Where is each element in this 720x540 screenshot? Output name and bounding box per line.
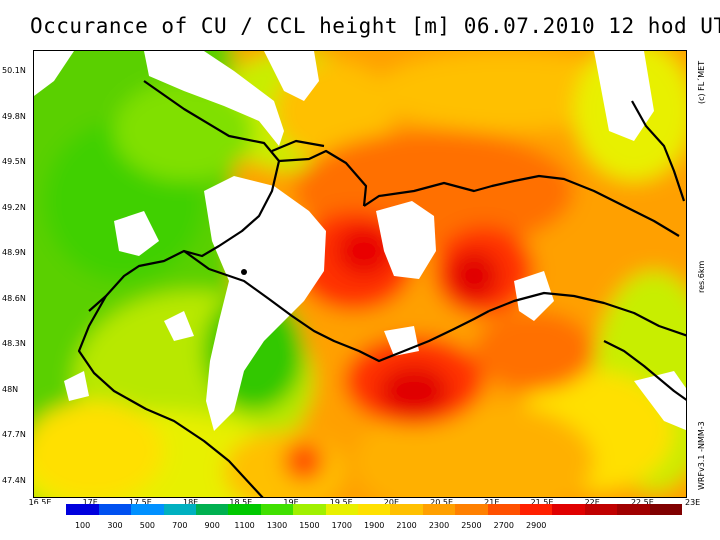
colorbar-swatch [552, 504, 586, 515]
colorbar-label: 1900 [364, 521, 385, 530]
latitude-label: 48.9N [2, 248, 26, 257]
latitude-label: 47.4N [2, 475, 26, 485]
colorbar-swatch [293, 504, 327, 515]
colorbar-swatch [163, 504, 197, 515]
colorbar-swatch [390, 504, 424, 515]
colorbar-label: 700 [172, 521, 188, 530]
colorbar-swatch [487, 504, 521, 515]
colorbar-swatch [260, 504, 294, 515]
latitude-label: 48.6N [2, 293, 26, 303]
colorbar-label: 500 [139, 521, 156, 530]
colorbar-label: 900 [204, 521, 220, 530]
colorbar-label: 2700 [493, 521, 514, 530]
city-dot [241, 269, 247, 275]
longitude-label: 20.5E [430, 498, 454, 507]
map-title: Occurance of CU / CCL height [m] 06.07.2… [30, 14, 720, 38]
longitude-label: 20E [383, 498, 400, 507]
longitude-label: 17.5E [128, 498, 152, 507]
colorbar-swatch [34, 504, 67, 515]
colorbar-label: 1500 [299, 521, 320, 530]
colorbar-label: 1100 [234, 521, 255, 530]
colorbar-swatch [520, 504, 553, 515]
longitude-label: 23E [684, 498, 701, 507]
map-svg [34, 51, 686, 497]
latitude-label: 47.7N [2, 430, 26, 439]
colorbar-swatch [228, 504, 262, 515]
longitude-label: 21.5E [530, 498, 554, 507]
colorbar-label: 1300 [266, 521, 288, 530]
longitude-label: 21E [484, 498, 500, 507]
colorbar-label: 2500 [461, 521, 482, 530]
colorbar-label: 2300 [428, 521, 450, 530]
copyright-label: (c) FL´MET [697, 60, 706, 104]
colorbar-swatch [358, 504, 391, 515]
colorbar-label: 1700 [331, 521, 352, 530]
latitude-label: 50.1N [2, 66, 26, 75]
latitude-label: 49.5N [2, 157, 26, 166]
latitude-label: 48N [2, 384, 19, 394]
longitude-label: 22E [584, 498, 600, 507]
colorbar-label: 2900 [526, 521, 547, 530]
colorbar-swatch [325, 504, 359, 515]
colorbar-label: 300 [107, 521, 123, 530]
longitude-label: 19.5E [329, 498, 353, 507]
country-borders [77, 80, 686, 497]
longitude-label: 18E [182, 498, 199, 507]
colorbar-swatch [455, 504, 489, 515]
longitude-label: 17E [82, 498, 98, 507]
colorbar-swatch [617, 504, 651, 515]
colorbar-swatch [98, 504, 132, 515]
latitude-label: 48.3N [2, 339, 26, 348]
colorbar-swatch [649, 504, 683, 515]
colorbar-swatch [66, 504, 100, 515]
map-area [33, 50, 687, 498]
longitude-label: 18.5E [229, 498, 253, 507]
cloud-base-field [34, 51, 686, 497]
longitude-label: 22.5E [630, 498, 654, 507]
colorbar-swatch [584, 504, 618, 515]
model-label: WRFv3.1 -NMM-3 [697, 421, 706, 490]
colorbar-label: 100 [74, 521, 91, 530]
no-cumulus-areas [34, 51, 686, 431]
colorbar-swatch [196, 504, 229, 515]
longitude-label: 16.5E [28, 498, 52, 507]
latitude-label: 49.2N [2, 202, 26, 212]
resolution-label: res.6km [697, 260, 706, 293]
colorbar-swatch [131, 504, 165, 515]
colorbar-label: 2100 [396, 521, 417, 530]
colorbar-swatch [422, 504, 456, 515]
latitude-label: 49.8N [2, 111, 26, 121]
longitude-label: 19E [283, 498, 299, 507]
